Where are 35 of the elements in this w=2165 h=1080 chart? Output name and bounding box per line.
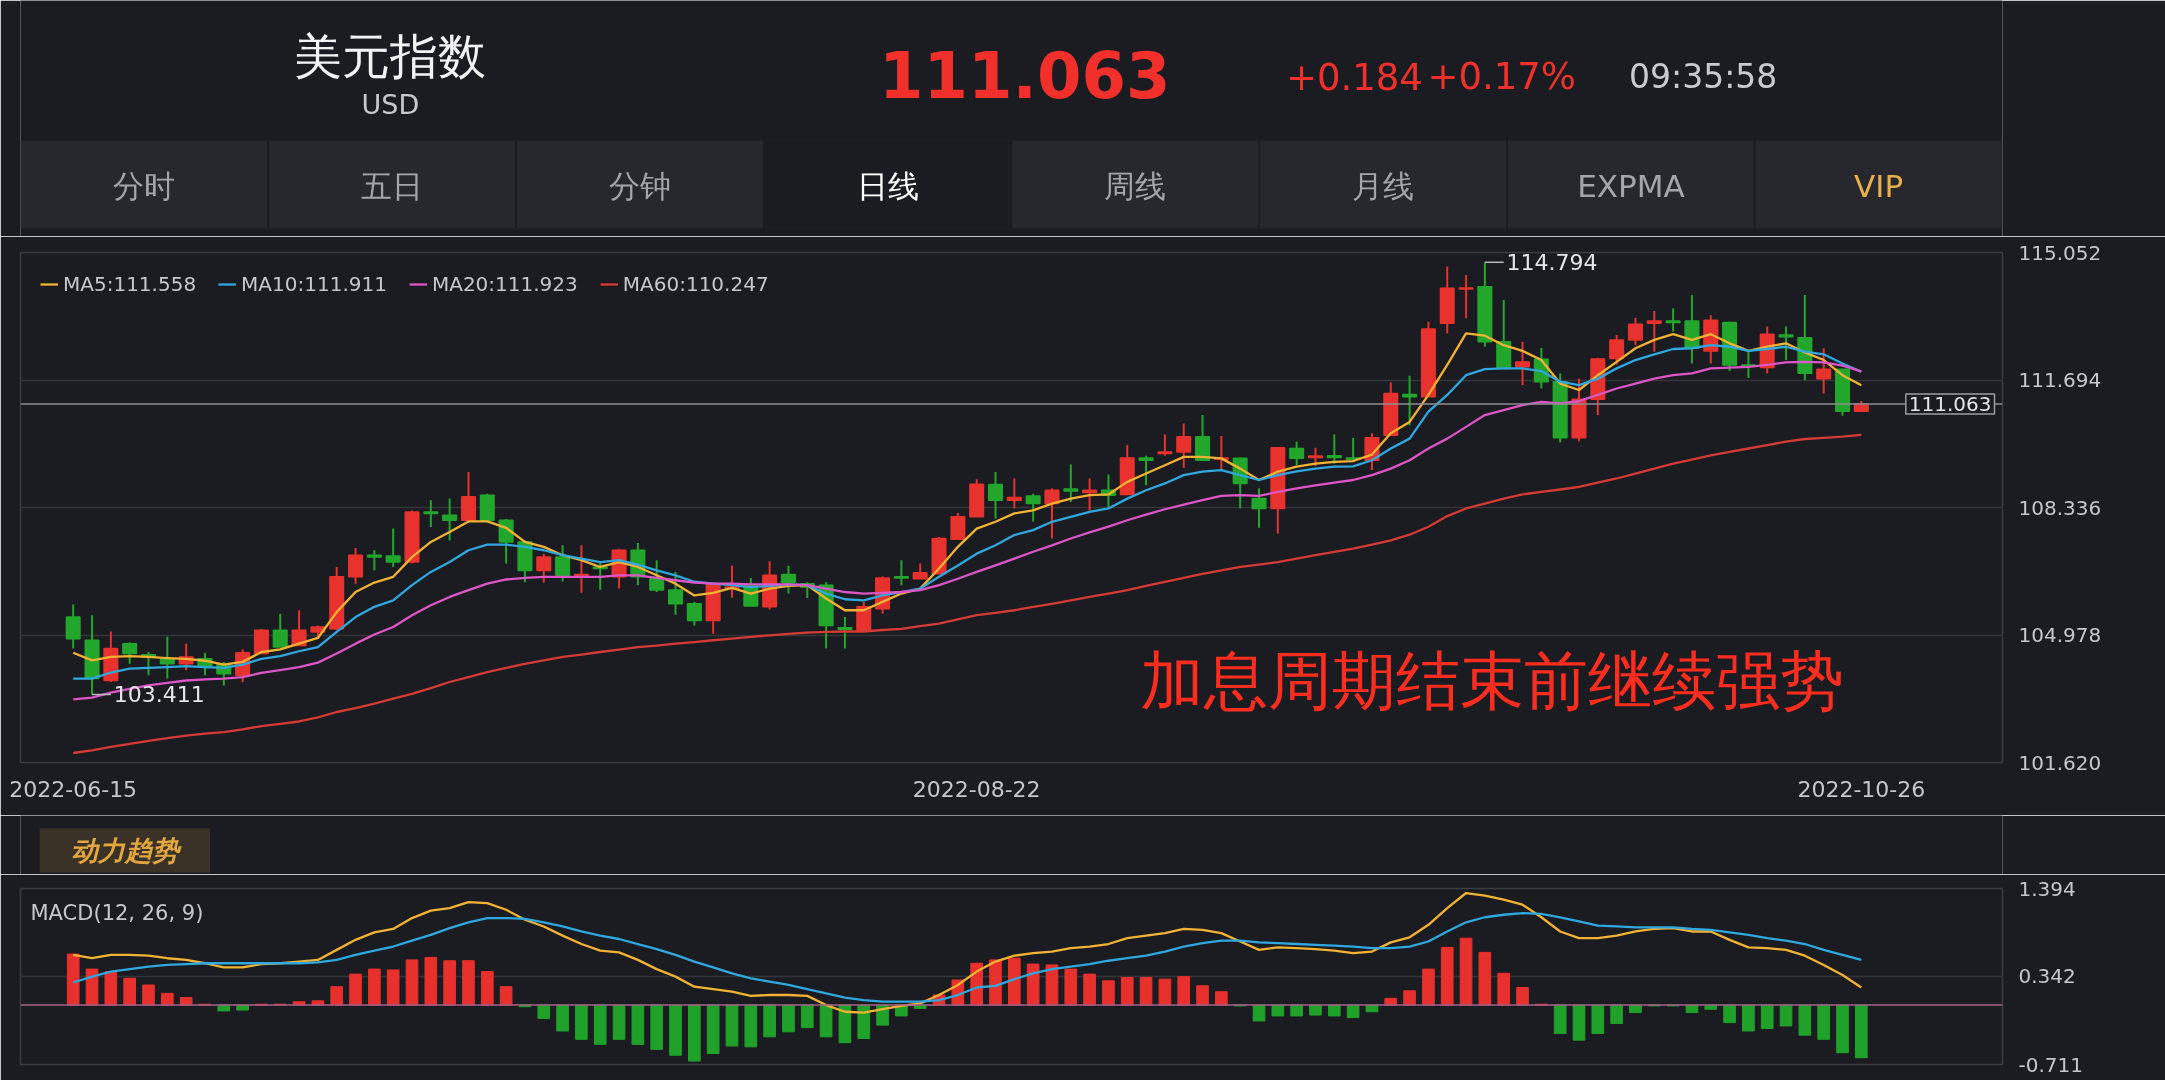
x-tick-label: 2022-06-15 — [9, 776, 138, 802]
text: 09:35:58 — [1629, 57, 1778, 96]
annotation: 114.794 — [1506, 250, 1598, 276]
text: 五日 — [361, 167, 424, 204]
text: VIP — [1854, 167, 1904, 204]
x-tick-label: 2022-10-26 — [1797, 776, 1926, 802]
text: 111.063 — [879, 39, 1171, 113]
annotation: 103.411 — [113, 682, 205, 708]
text: 周线 — [1104, 167, 1167, 204]
y-tick-label: 104.978 — [2018, 623, 2102, 647]
text: 分时 — [113, 167, 176, 204]
y-tick-label: 108.336 — [2018, 495, 2102, 520]
legend-label: MA20:111.923 — [431, 272, 578, 296]
text: EXPMA — [1577, 167, 1685, 204]
y-tick-label: -0.711 — [2018, 1052, 2083, 1077]
y-tick-label: 101.620 — [2018, 750, 2102, 775]
annotation: 加息周期结束前继续强势 — [1140, 644, 1845, 719]
text: 月线 — [1352, 167, 1415, 204]
y-tick-label: 115.052 — [2018, 240, 2102, 265]
y-tick-label: 0.342 — [2018, 964, 2076, 989]
y-tick-label: 111.694 — [2018, 368, 2102, 392]
legend-label: MA60:110.247 — [622, 272, 769, 296]
text: +0.184 — [1285, 56, 1423, 99]
text: +0.17% — [1427, 55, 1577, 98]
x-tick-label: 2022-08-22 — [912, 776, 1041, 802]
text: MACD(12, 26, 9) — [30, 900, 204, 925]
text: 日线 — [856, 167, 919, 204]
ref-line-label: 111.063 — [1908, 391, 1992, 416]
legend-label: MA10:111.911 — [241, 272, 387, 296]
text: 分钟 — [608, 167, 671, 204]
legend-label: MA5:111.558 — [63, 272, 197, 296]
chart-title: 美元指数 — [294, 27, 487, 84]
y-tick-label: 1.394 — [2018, 876, 2076, 901]
chart-subtitle: USD — [361, 89, 420, 120]
text: 动力趋势 — [70, 835, 182, 866]
